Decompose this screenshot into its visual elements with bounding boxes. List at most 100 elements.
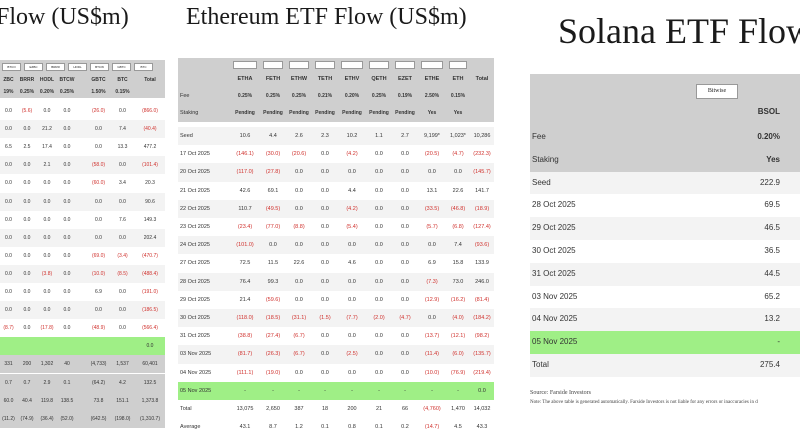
flow-value: 0.0 <box>63 307 71 314</box>
eth-flow-row: 21 Oct 2025 42.6 69.1 0.0 0.0 4.4 0.0 0.0 13.1 22… <box>178 182 494 200</box>
date-label: 22 Oct 2025 <box>180 205 210 212</box>
flow-value: 10.2 <box>346 133 358 139</box>
flow-value: 0.0 <box>428 169 436 176</box>
btc-flow-row: 0.0 0.0 0.0 0.0 (60.0) 3.4 20.3 <box>0 174 165 192</box>
fee-cell: 0.20% <box>344 93 360 99</box>
flow-value: 0.0 <box>401 169 409 176</box>
sol-flow-row: 31 Oct 2025 44.5 <box>530 262 800 286</box>
flow-value: (14.7) <box>424 424 440 431</box>
flow-value: 36.5 <box>764 246 780 255</box>
ticker-header: QETH <box>371 76 387 82</box>
flow-value: (74.9) <box>20 415 34 422</box>
eth-flow-row: 03 Nov 2025 (81.7) (26.3) (6.7) 0.0 (2.5) 0.0 0… <box>178 345 494 364</box>
flow-value: (3.4) <box>117 252 128 259</box>
flow-value: 1,302 <box>40 361 54 368</box>
fee-cell: 0.25% <box>265 93 281 99</box>
ticker-header: ETHW <box>290 76 308 82</box>
fund-logo-icon <box>341 61 363 69</box>
flow-value: 0.0 <box>295 242 303 249</box>
flow-value: 0.1 <box>375 424 383 431</box>
btc-flow-row: 331 200 1,302 40 (4,733) 1,537 60,401 <box>0 355 165 374</box>
sol-flow-row: Fee 0.20% <box>530 126 800 149</box>
flow-value: (135.7) <box>473 351 491 358</box>
flow-value: (16.2) <box>450 296 466 303</box>
flow-value: 110.7 <box>238 205 252 212</box>
sol-flow-row: Staking Yes <box>530 148 800 172</box>
flow-value: 0.0 <box>119 234 126 241</box>
flow-value: 21.2 <box>42 126 52 133</box>
fund-logo-icon: BTCO <box>2 63 21 71</box>
flow-value: 73.0 <box>452 278 464 285</box>
flow-value: (191.0) <box>142 289 158 295</box>
flow-value: 0.0 <box>321 296 329 303</box>
fund-logo-icon <box>369 61 389 69</box>
flow-value: (17.8) <box>40 325 54 332</box>
flow-value: 0.0 <box>428 242 436 249</box>
flow-value: 0.0 <box>23 270 31 277</box>
flow-value: 0.0 <box>5 252 12 259</box>
flow-value: (145.7) <box>473 169 491 176</box>
flow-value: (36.4) <box>40 415 54 422</box>
flow-value: 20.3 <box>145 180 155 187</box>
flow-value: (23.4) <box>237 224 253 230</box>
flow-value: 0.0 <box>63 289 71 295</box>
ticker-header: BSOL <box>757 107 780 116</box>
flow-value: 275.4 <box>759 360 780 369</box>
flow-value: 0.0 <box>146 343 154 350</box>
flow-value: (10.0) <box>424 369 440 376</box>
flow-value: 13.1 <box>426 187 438 194</box>
eth-flow-row: 30 Oct 2025 (118.0) (18.5) (31.1) (1.5) (7.7)… <box>178 309 494 328</box>
flow-value: 69.1 <box>267 187 279 194</box>
flow-value: 0.2 <box>401 424 409 431</box>
eth-logo-row <box>178 58 494 71</box>
btc-ticker-row: ZBC BRRR HODL BTCW GBTC BTC Total <box>0 74 165 86</box>
flow-value: 1,373.8 <box>141 397 159 404</box>
flow-value: 0.0 <box>95 198 102 205</box>
flow-value: 44.5 <box>764 268 780 278</box>
flow-value: 22.6 <box>452 187 464 194</box>
staking-cell: Pending <box>395 110 415 116</box>
staking-cell: Pending <box>235 110 255 116</box>
flow-value: 133.9 <box>475 260 489 267</box>
fund-logo-icon <box>315 61 335 69</box>
flow-value: 0.0 <box>348 369 356 376</box>
flow-value: 0.0 <box>119 325 126 332</box>
flow-value: (26.3) <box>265 351 281 358</box>
flow-value: (98.2) <box>474 333 490 340</box>
flow-value: - <box>244 387 246 394</box>
flow-value: (127.4) <box>473 224 491 230</box>
flow-value: 43.3 <box>476 424 488 431</box>
flow-value: (2.5) <box>346 351 358 358</box>
flow-value: - <box>404 387 406 394</box>
eth-flow-row: 24 Oct 2025 (101.0) 0.0 0.0 0.0 0.0 0.0 0.0 0.0 7… <box>178 236 494 255</box>
row-label: 28 Oct 2025 <box>532 200 576 210</box>
flow-value: 60.0 <box>3 397 14 404</box>
date-label: 30 Oct 2025 <box>180 315 210 321</box>
flow-value: 0.0 <box>95 126 102 133</box>
flow-value: (2.0) <box>373 315 385 321</box>
flow-value: 0.0 <box>23 198 31 205</box>
row-label: 29 Oct 2025 <box>532 223 576 233</box>
flow-value: 0.0 <box>43 216 51 223</box>
flow-value: (118.0) <box>236 315 254 321</box>
flow-value: 0.0 <box>43 180 51 187</box>
flow-value: (8.5) <box>117 270 128 277</box>
flow-value: 60,401 <box>142 361 158 368</box>
flow-value: (18.9) <box>474 205 490 212</box>
flow-value: 0.0 <box>5 234 12 241</box>
eth-flow-row: 05 Nov 2025 - - - - - - - - - 0.0 <box>178 381 494 400</box>
btc-flow-row: 0.0 0.0 0.0 0.0 0.0 0.0 (186.5) <box>0 301 165 320</box>
flow-value: 90.6 <box>145 198 155 205</box>
flow-value: 2.1 <box>43 162 51 169</box>
disclaimer-note: Note: The above table is generated autom… <box>530 400 758 405</box>
flow-value: 0.0 <box>119 162 126 169</box>
flow-value: 7.4 <box>119 126 126 133</box>
eth-flow-row: Seed 10.6 4.4 2.6 2.3 10.2 1.1 2.7 9,199* 1,023* 1… <box>178 127 494 146</box>
flow-value: 0.0 <box>375 205 383 212</box>
flow-value: 0.0 <box>5 216 12 223</box>
fee-cell: 0.25% <box>371 93 387 99</box>
fund-logo-icon <box>449 61 467 69</box>
flow-value: - <box>457 387 459 394</box>
ticker-header: ZBC <box>3 77 14 83</box>
flow-value: 132.5 <box>143 379 157 386</box>
